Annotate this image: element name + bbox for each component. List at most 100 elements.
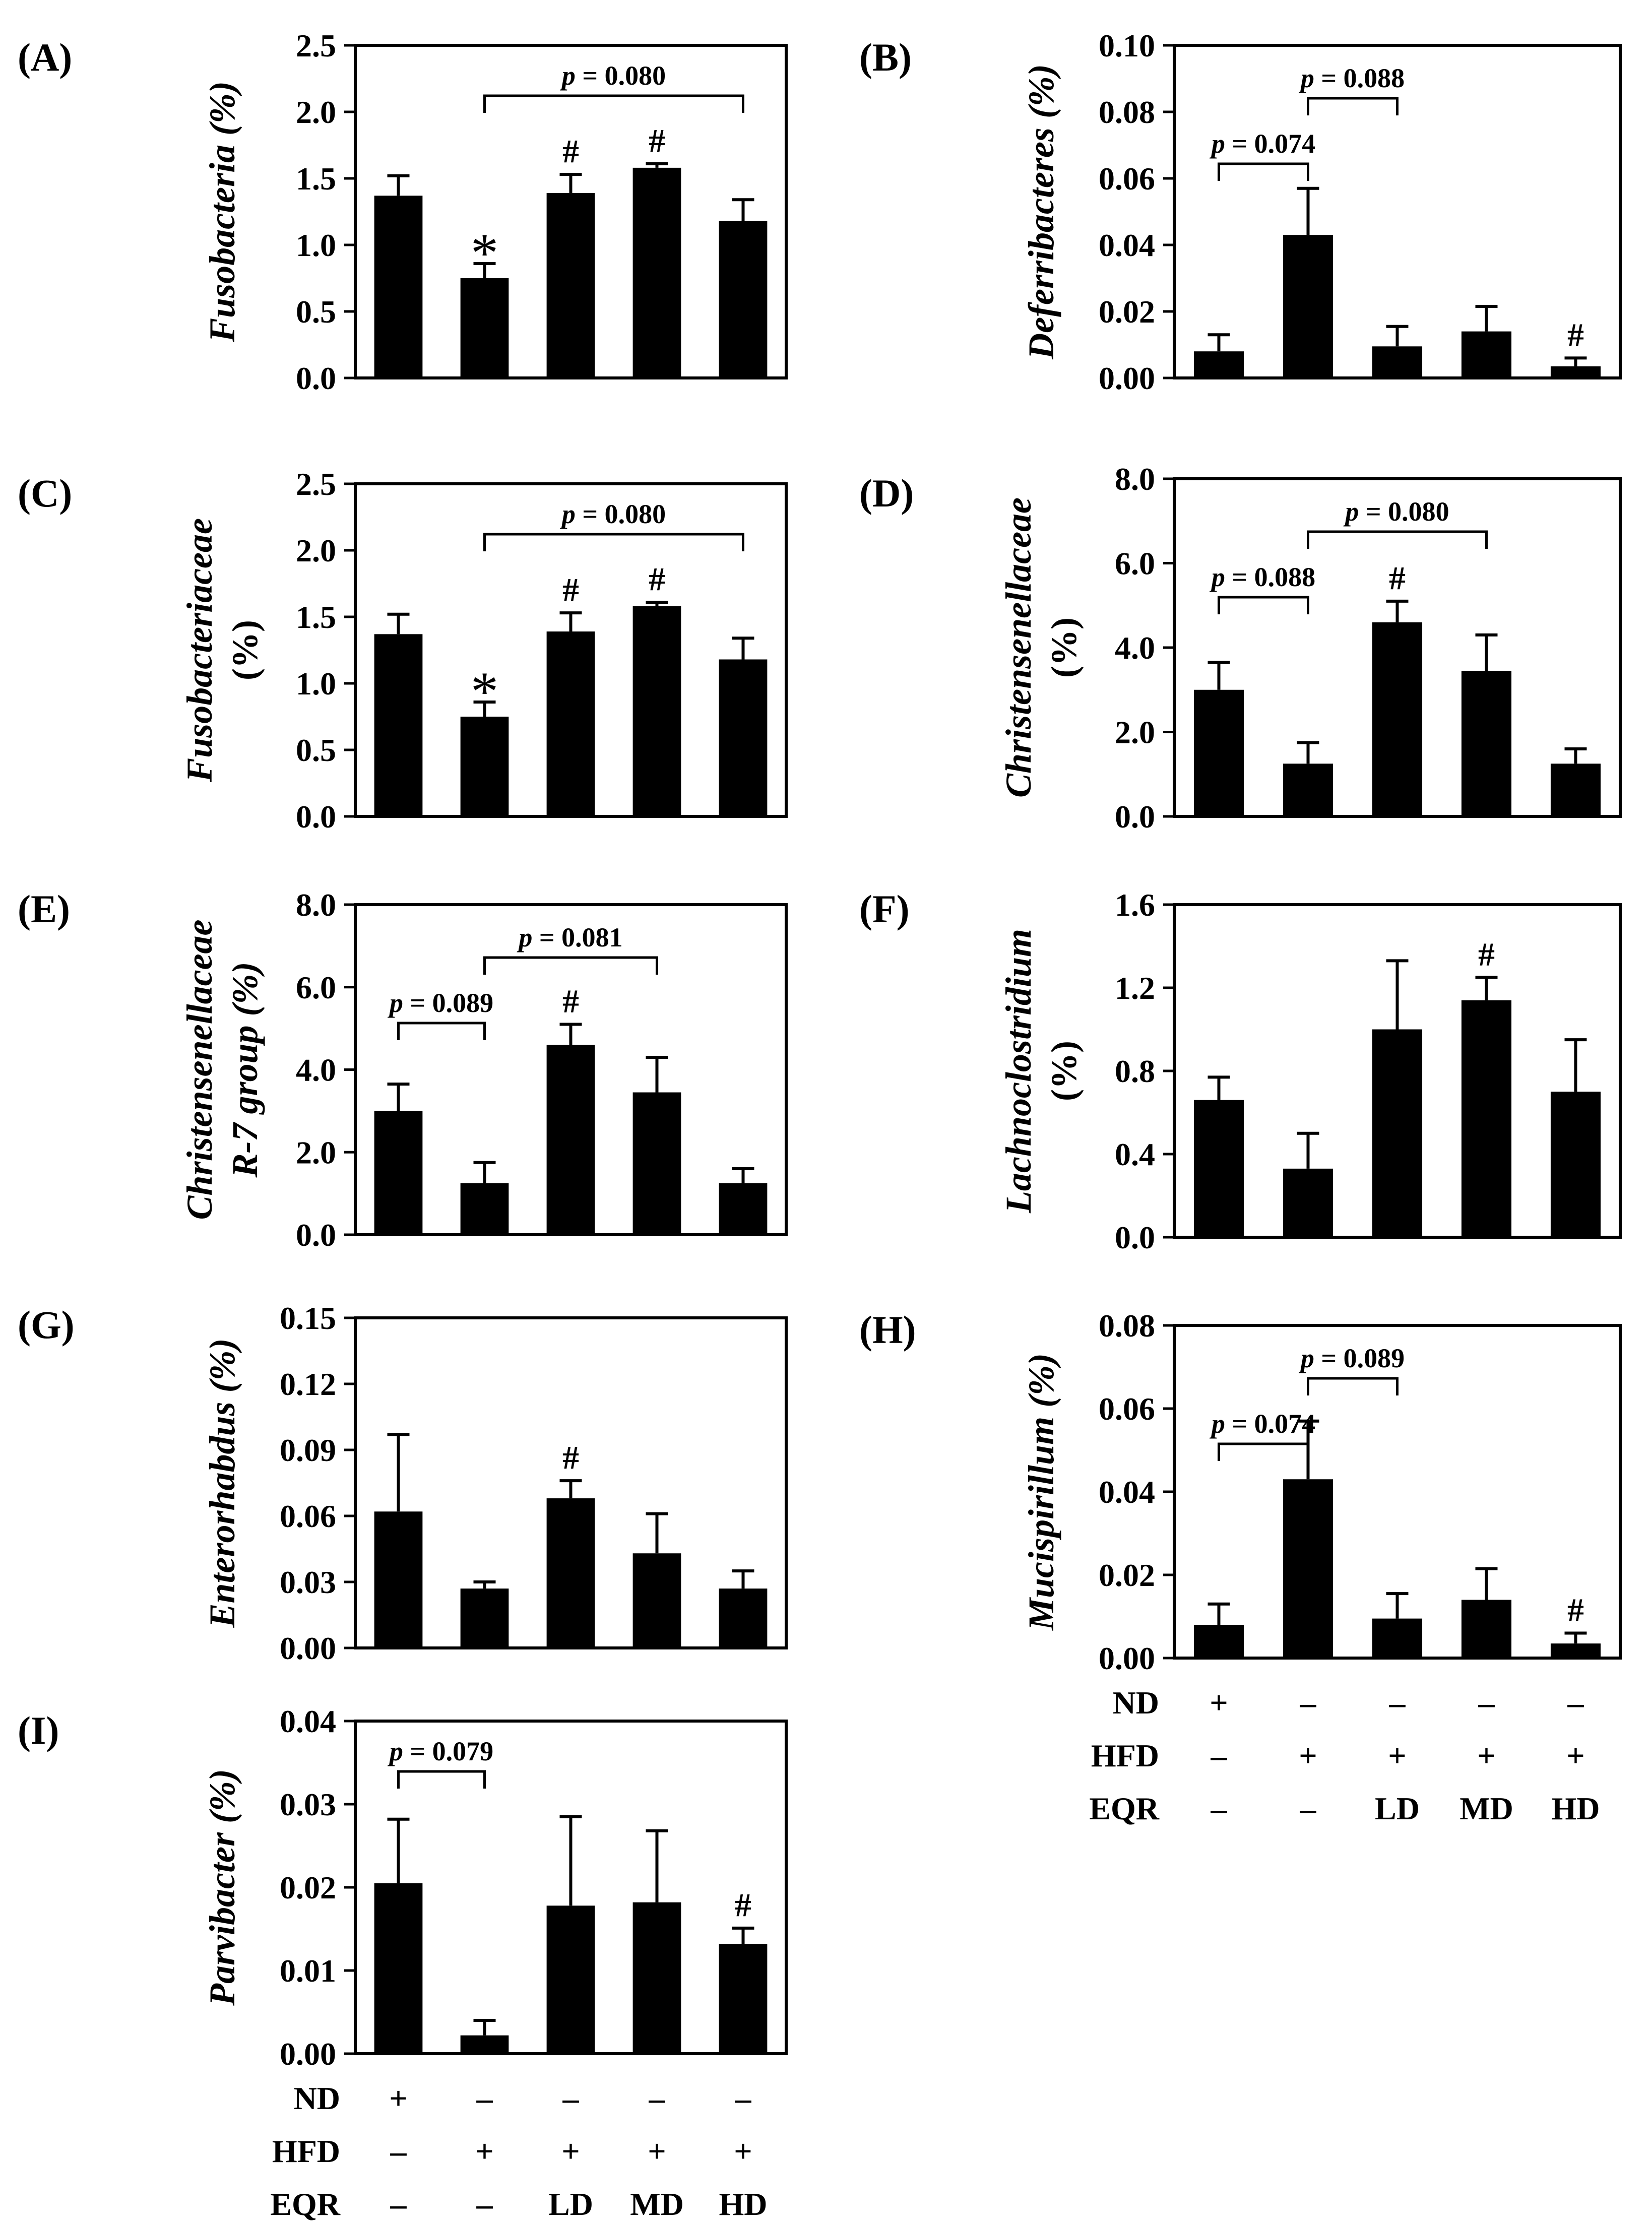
bar bbox=[632, 167, 681, 378]
bar bbox=[1372, 346, 1423, 378]
y-tick-label: 2.0 bbox=[296, 1134, 336, 1170]
panel-label: (I) bbox=[18, 1708, 59, 1752]
p-value-label: p = 0.079 bbox=[388, 1736, 493, 1766]
bar bbox=[546, 1045, 595, 1235]
legend-cell: – bbox=[1300, 1685, 1317, 1721]
bar bbox=[1372, 1618, 1423, 1658]
p-value-label: p = 0.080 bbox=[1343, 496, 1449, 527]
significance-bracket bbox=[397, 1770, 486, 1789]
significance-hash: # bbox=[562, 133, 579, 170]
legend-cell: + bbox=[1477, 1738, 1495, 1773]
panel-label: (D) bbox=[859, 471, 914, 515]
bar bbox=[1283, 764, 1333, 816]
y-tick-label: 0.00 bbox=[280, 2036, 336, 2072]
legend-cell: – bbox=[735, 2080, 752, 2116]
y-tick-label: 0.0 bbox=[1115, 1220, 1155, 1255]
y-tick-label: 2.5 bbox=[296, 466, 336, 502]
y-tick-label: 0.00 bbox=[280, 1630, 336, 1666]
y-tick-label: 6.0 bbox=[1115, 546, 1155, 582]
bar bbox=[1550, 1643, 1601, 1658]
legend-row-label: ND bbox=[294, 2080, 340, 2116]
significance-bracket bbox=[1218, 162, 1309, 181]
bar bbox=[1550, 366, 1601, 378]
p-value-label: p = 0.074 bbox=[1210, 129, 1315, 159]
bar bbox=[1193, 689, 1244, 816]
bar bbox=[1283, 1479, 1333, 1658]
significance-bracket bbox=[1218, 596, 1309, 614]
y-tick-label: 8.0 bbox=[1115, 461, 1155, 497]
significance-hash: # bbox=[1478, 936, 1495, 973]
y-axis-title: Enterorhabdus (%) bbox=[202, 1338, 242, 1628]
legend-cell: + bbox=[734, 2133, 752, 2169]
legend-row-label: ND bbox=[1113, 1685, 1159, 1721]
y-tick-label: 0.4 bbox=[1115, 1136, 1155, 1172]
p-value-label: p = 0.088 bbox=[1299, 63, 1405, 93]
p-symbol: p bbox=[1299, 1343, 1314, 1373]
y-axis-title: Fusobacteria (%) bbox=[202, 81, 242, 343]
panel-label: (B) bbox=[859, 35, 912, 79]
chart-panel-c: (C) 0.0 0.5 1.0 1.5 2.0 2.5 Fusobacteriaceae (%)… bbox=[18, 466, 788, 835]
bar bbox=[1372, 622, 1423, 816]
chart-panel-i: (I) 0.00 0.01 0.02 0.03 0.04 Parvibacter (%) # p… bbox=[18, 1703, 788, 2072]
chart-panel-h: (H) 0.00 0.02 0.04 0.06 0.08 Mucispirillum (%)… bbox=[859, 1308, 1622, 1676]
chart-panel-g: (G) 0.00 0.03 0.06 0.09 0.12 0.15 Enterorhabdus… bbox=[18, 1300, 788, 1666]
significance-bracket bbox=[483, 94, 744, 113]
y-axis-title: Mucispirillum (%) bbox=[1021, 1353, 1061, 1631]
y-tick-label: 0.03 bbox=[280, 1564, 336, 1600]
y-tick-label: 2.0 bbox=[296, 94, 336, 130]
bar bbox=[1550, 764, 1601, 816]
y-tick-label: 2.5 bbox=[296, 28, 336, 63]
legend-row-label: HFD bbox=[1091, 1738, 1159, 1773]
legend-cell: + bbox=[648, 2133, 666, 2169]
bar bbox=[719, 1183, 768, 1235]
bar bbox=[1193, 351, 1244, 378]
significance-bracket bbox=[483, 533, 744, 551]
bar bbox=[460, 1588, 509, 1648]
p-value: = 0.088 bbox=[1314, 63, 1405, 93]
p-value-label: p = 0.089 bbox=[1299, 1343, 1405, 1373]
bar bbox=[1461, 331, 1512, 378]
y-tick-label: 2.0 bbox=[1115, 715, 1155, 750]
y-tick-label: 1.5 bbox=[296, 599, 336, 635]
bar bbox=[1461, 1600, 1512, 1658]
legend-row-label: EQR bbox=[1089, 1791, 1159, 1826]
p-value: = 0.080 bbox=[576, 60, 666, 91]
legend-cell: + bbox=[1299, 1738, 1317, 1773]
significance-bracket bbox=[483, 956, 658, 975]
significance-bracket bbox=[1307, 1377, 1399, 1395]
bar bbox=[460, 2035, 509, 2054]
y-axis-title: (%) bbox=[1044, 617, 1084, 678]
p-symbol: p bbox=[1343, 496, 1359, 527]
legend-cell: + bbox=[561, 2133, 580, 2169]
p-symbol: p bbox=[388, 988, 403, 1018]
legend-cell: – bbox=[390, 2186, 407, 2222]
y-tick-label: 0.04 bbox=[280, 1703, 336, 1739]
significance-bracket bbox=[1307, 530, 1488, 549]
chart-panel-d: (D) 0.0 2.0 4.0 6.0 8.0 Christensenellaceae (%)… bbox=[859, 461, 1622, 835]
p-value: = 0.089 bbox=[1314, 1343, 1405, 1373]
p-symbol: p bbox=[388, 1736, 403, 1766]
p-value-label: p = 0.074 bbox=[1210, 1409, 1315, 1439]
bar bbox=[460, 717, 509, 816]
y-tick-label: 6.0 bbox=[296, 970, 336, 1005]
bar bbox=[460, 1183, 509, 1235]
legend-cell: + bbox=[1210, 1685, 1228, 1721]
y-tick-label: 0.5 bbox=[296, 732, 336, 768]
legend-cell: + bbox=[1388, 1738, 1406, 1773]
y-axis-title: (%) bbox=[1044, 1041, 1084, 1101]
bar bbox=[719, 221, 768, 378]
legend-cell: HD bbox=[719, 2186, 768, 2222]
significance-star: * bbox=[471, 222, 498, 284]
bar bbox=[546, 1905, 595, 2054]
y-tick-label: 0.09 bbox=[280, 1432, 336, 1468]
y-tick-label: 0.04 bbox=[1099, 1474, 1155, 1510]
significance-hash: # bbox=[1567, 316, 1584, 353]
legend-cell: – bbox=[1211, 1738, 1228, 1773]
legend-cell: – bbox=[1389, 1685, 1406, 1721]
significance-hash: # bbox=[735, 1887, 751, 1924]
legend-row-label: EQR bbox=[270, 2186, 340, 2222]
significance-hash: # bbox=[562, 983, 579, 1020]
y-axis-title: Christensenellaceae bbox=[179, 920, 220, 1220]
legend-cell: LD bbox=[548, 2186, 593, 2222]
